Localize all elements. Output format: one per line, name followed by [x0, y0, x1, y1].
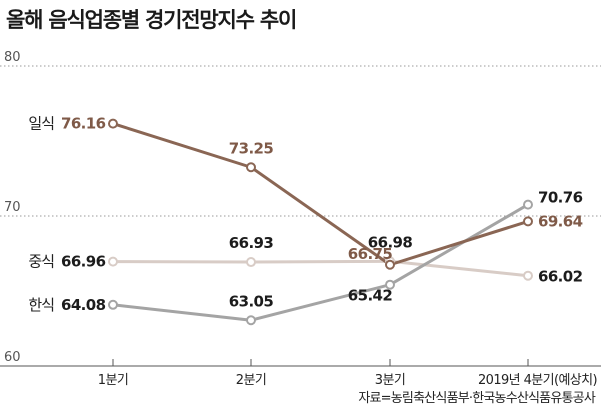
series-1-label-3: 66.02: [538, 268, 583, 286]
series-2-point-3: [523, 199, 533, 210]
series-0-label-1: 73.25: [229, 139, 274, 157]
y-tick-label-80: 80: [4, 50, 21, 65]
series-0-label-2: 66.75: [348, 245, 393, 263]
series-0-label-3: 69.64: [538, 212, 583, 230]
series-0-point-2: [385, 259, 395, 270]
series-2-point-1: [246, 315, 256, 326]
series-line-0: [111, 122, 530, 267]
series-name-0: 일식: [28, 115, 54, 133]
series-line-2: [111, 203, 530, 322]
series-1-point-0: [108, 256, 118, 267]
series-1-point-1: [246, 257, 256, 268]
series-2-label-0: 64.08: [61, 296, 106, 314]
x-tick-label-1: 2분기: [236, 373, 266, 388]
series-2-point-2: [385, 279, 395, 290]
series-1-point-3: [523, 270, 533, 281]
chart-title: 올해 음식업종별 경기전망지수 추이: [6, 8, 297, 32]
y-tick-label-70: 70: [4, 200, 21, 215]
series-name-2: 한식: [28, 296, 54, 314]
series-0-point-1: [246, 162, 256, 173]
series-1-label-2: 66.98: [368, 233, 413, 251]
series-line-1: [111, 259, 530, 278]
series-layer: [108, 118, 533, 326]
series-0-label-0: 76.16: [61, 115, 106, 133]
x-tick-label-2: 3분기: [375, 373, 405, 388]
y-tick-label-60: 60: [4, 350, 21, 365]
series-1-label-1: 66.93: [229, 234, 274, 252]
x-axis: 1분기 2분기 3분기 2019년 4분기(예상치): [0, 359, 601, 388]
series-1-label-0: 66.96: [61, 253, 106, 271]
series-2-label-1: 63.05: [229, 292, 274, 310]
series-name-1: 중식: [28, 253, 54, 271]
grid-layer: 60 70 80: [0, 50, 601, 365]
series-0-point-3: [523, 216, 533, 227]
x-tick-label-3: 2019년 4분기(예상치): [478, 373, 597, 388]
series-2-point-0: [108, 299, 118, 310]
x-tick-label-0: 1분기: [98, 373, 128, 388]
series-0-point-0: [108, 118, 118, 129]
series-2-label-2: 65.42: [348, 287, 393, 305]
source-note: 자료=농림축산식품부·한국농수산식품유통공사: [358, 391, 595, 406]
series-2-label-3: 70.76: [538, 189, 583, 207]
